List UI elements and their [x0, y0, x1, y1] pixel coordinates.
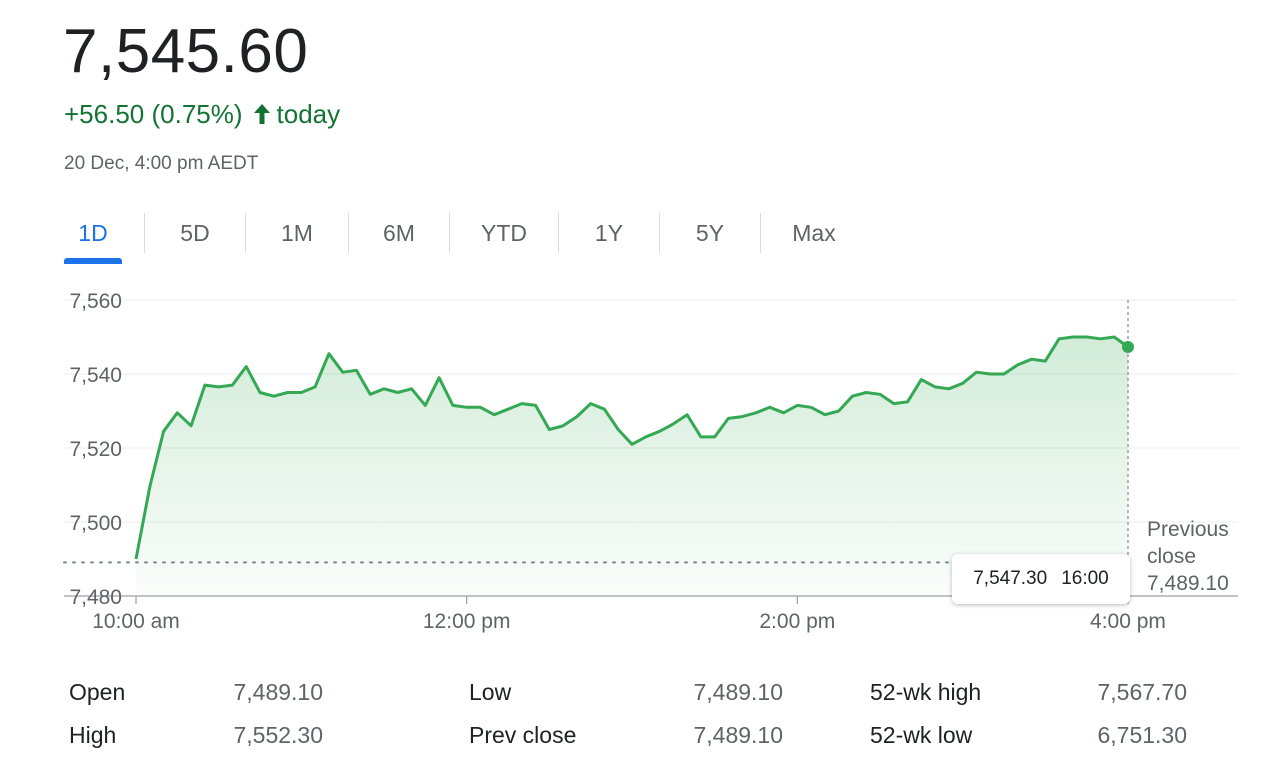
stat-label-52wk-low: 52-wk low	[870, 722, 973, 748]
tooltip-value: 7,547.30	[973, 568, 1048, 589]
y-tick-label: 7,520	[69, 438, 122, 461]
price-change-value: +56.50 (0.75%)	[64, 99, 243, 129]
previous-close-annotation: Previous close 7,489.10	[1147, 516, 1247, 597]
series-line	[134, 335, 1129, 560]
tab-divider	[558, 213, 559, 253]
stat-label-low: Low	[469, 679, 512, 705]
intraday-line-chart[interactable]: 7,480 7,500 7,520 7,540 7,560 10:00 am 12:00 p…	[0, 280, 1268, 640]
y-tick-label: 7,480	[69, 586, 122, 609]
x-tick-label: 12:00 pm	[423, 610, 511, 633]
price-timestamp: 20 Dec, 4:00 pm AEDT	[64, 153, 259, 174]
stat-label-prev-close: Prev close	[469, 722, 577, 748]
previous-close-label: Previous close	[1147, 518, 1229, 568]
stat-value-low: 7,489.10	[693, 679, 783, 705]
range-tabs: 1D 5D 1M 6M YTD 1Y 5Y Max	[64, 208, 867, 264]
price-change-suffix: today	[276, 99, 341, 129]
y-tick-label: 7,540	[69, 364, 122, 387]
tooltip-time: 16:00	[1061, 568, 1109, 589]
stat-value-52wk-high: 7,567.70	[1097, 679, 1187, 705]
tab-divider	[659, 213, 660, 253]
previous-close-value: 7,489.10	[1147, 572, 1229, 595]
chart-tooltip: 7,547.30 16:00	[952, 554, 1130, 604]
stat-label-open: Open	[69, 679, 126, 705]
arrow-up-icon	[253, 104, 270, 124]
stat-value-open: 7,489.10	[233, 679, 323, 705]
x-tick-label: 4:00 pm	[1090, 610, 1166, 633]
y-tick-label: 7,500	[69, 512, 122, 535]
tab-1d[interactable]: 1D	[64, 208, 122, 264]
tab-divider	[245, 213, 246, 253]
tab-1y[interactable]: 1Y	[594, 219, 624, 246]
tab-ytd[interactable]: YTD	[481, 219, 527, 246]
current-price: 7,545.60	[63, 17, 309, 86]
series-point-last	[1122, 340, 1134, 353]
tab-divider	[144, 213, 145, 253]
y-tick-label: 7,560	[69, 290, 122, 313]
tab-5y[interactable]: 5Y	[695, 219, 725, 246]
tab-1m[interactable]: 1M	[281, 219, 313, 246]
tab-6m[interactable]: 6M	[383, 219, 415, 246]
tab-divider	[348, 213, 349, 253]
tab-5d[interactable]: 5D	[180, 219, 210, 246]
x-tick-label: 2:00 pm	[759, 610, 835, 633]
tab-divider	[760, 213, 761, 253]
price-change: +56.50 (0.75%) today	[64, 96, 340, 132]
stat-value-52wk-low: 6,751.30	[1097, 722, 1187, 748]
tab-max[interactable]: Max	[792, 219, 836, 246]
tab-divider	[449, 213, 450, 253]
x-tick-label: 10:00 am	[92, 610, 180, 633]
stat-value-prev-close: 7,489.10	[693, 722, 783, 748]
stat-label-high: High	[69, 722, 117, 748]
series-area	[136, 337, 1128, 596]
stat-value-high: 7,552.30	[233, 722, 323, 748]
stat-label-52wk-high: 52-wk high	[870, 679, 982, 705]
